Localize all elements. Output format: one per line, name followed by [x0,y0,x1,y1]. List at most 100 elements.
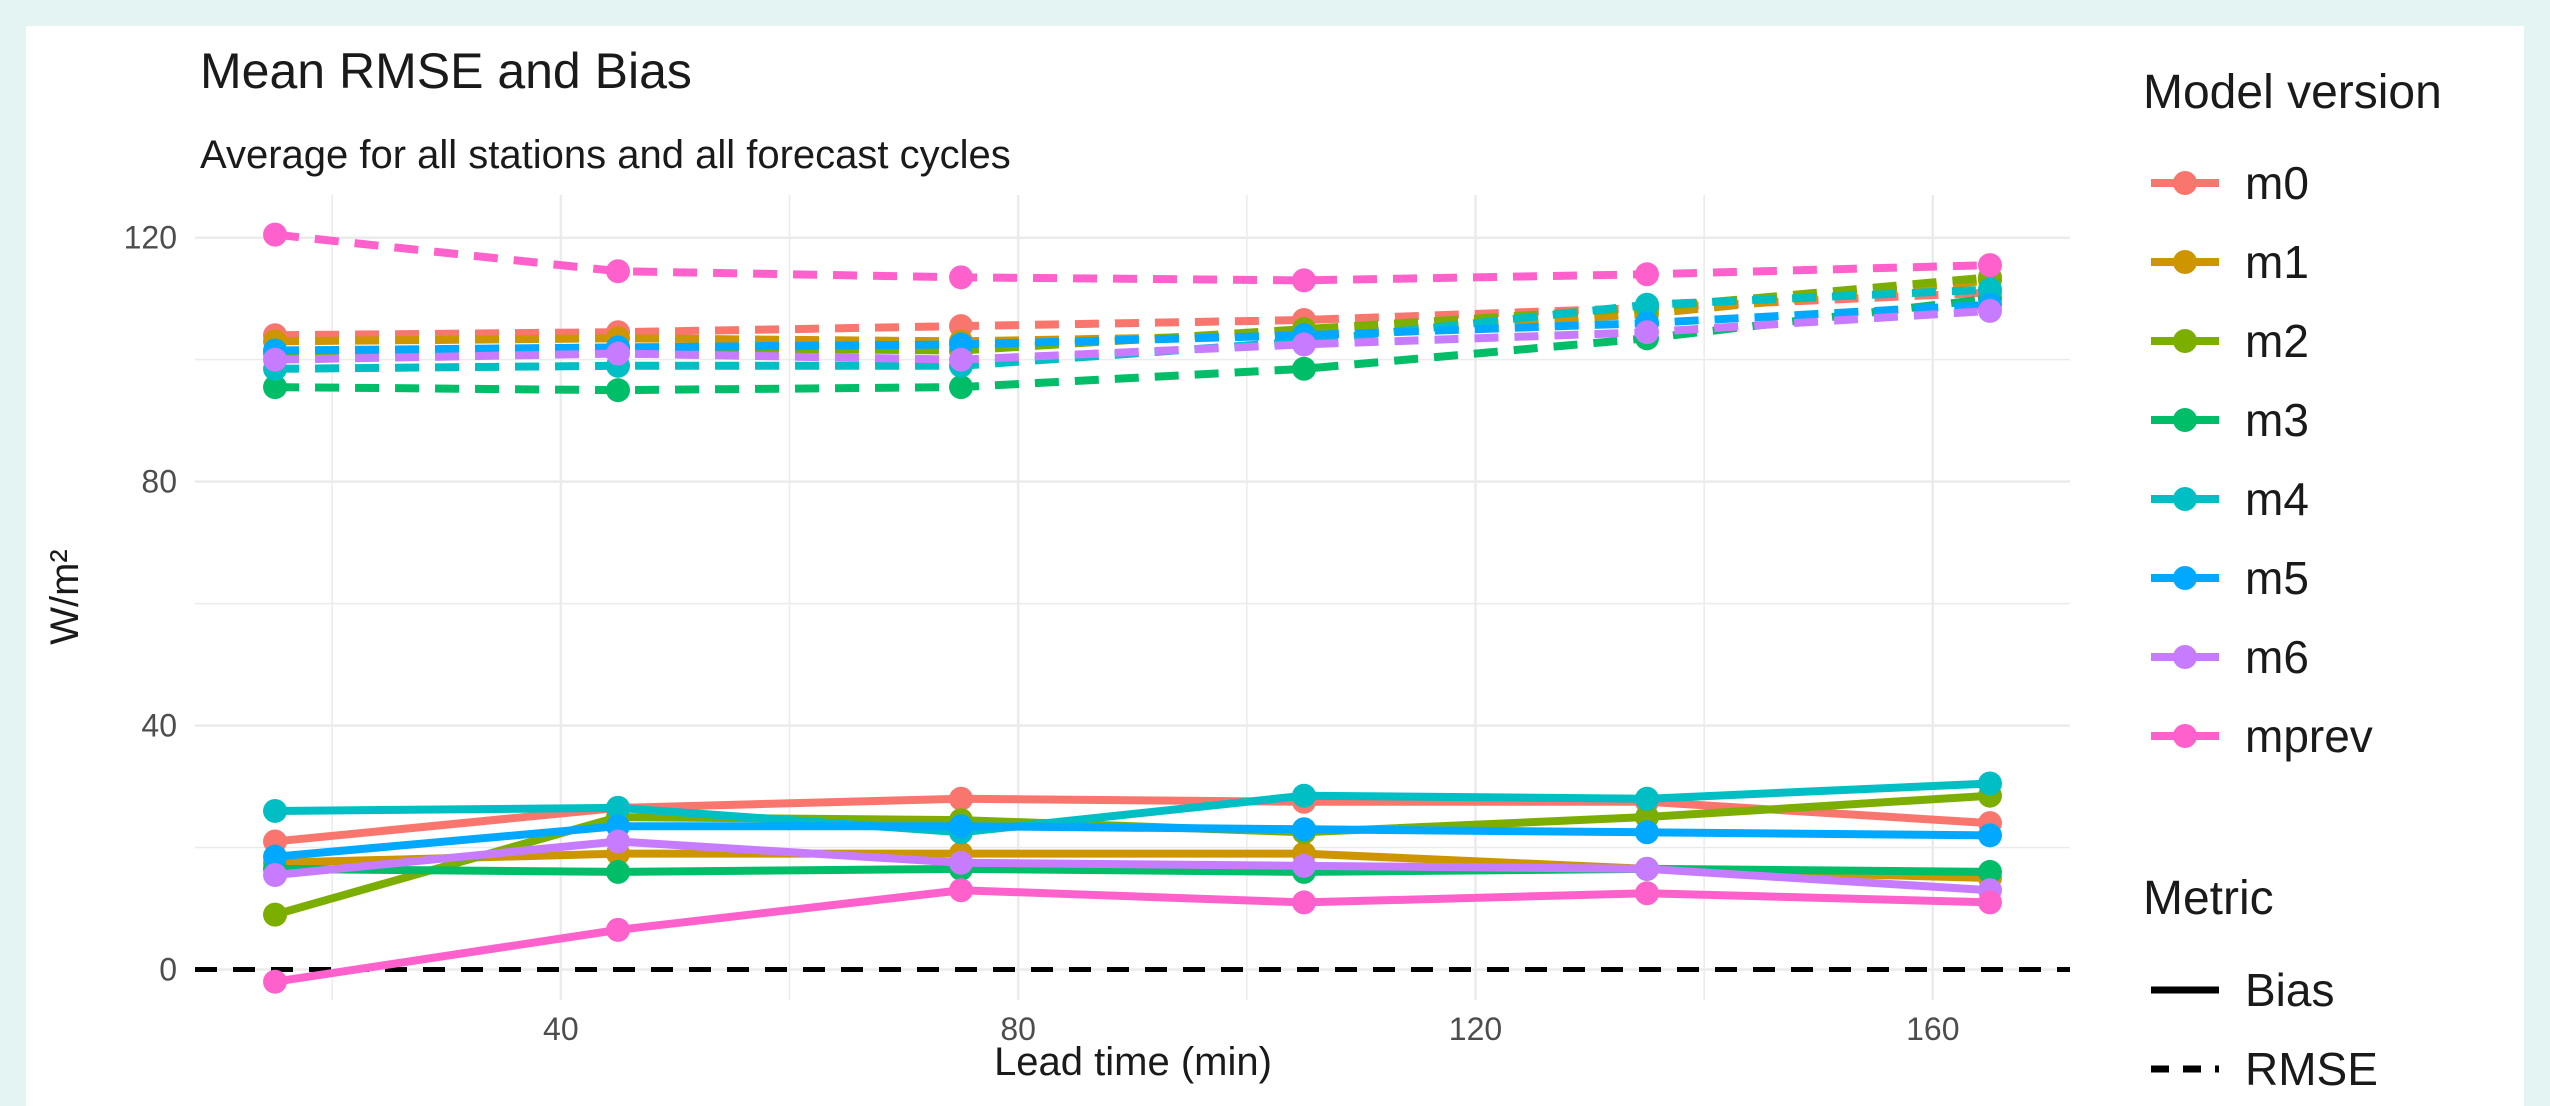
series-line-m3-rmse [274,294,1991,395]
data-point-m3-rmse [949,375,974,400]
data-point-mprev-bias [949,878,974,903]
data-point-m4-bias [1977,771,2002,796]
legend-item-m3: m3 [2151,394,2309,446]
legend-swatch-point [2173,171,2197,195]
y-axis-title: W/m² [43,549,87,645]
chart-subtitle: Average for all stations and all forecas… [200,133,1011,177]
legend-label: m2 [2245,315,2309,367]
data-point-m4-bias [1634,786,1659,811]
legend-swatch-point [2173,408,2197,432]
legend-swatch-point [2173,724,2197,748]
data-point-m4-bias [1291,783,1316,808]
data-point-mprev-rmse [1291,268,1316,293]
data-point-m6-bias [263,862,288,887]
data-point-m4-bias [263,798,288,823]
legend-swatch-point [2173,645,2197,669]
legend-metric-bias: Bias [2151,964,2334,1016]
x-tick-label: 40 [543,1011,579,1047]
data-point-mprev-rmse [1634,262,1659,287]
data-point-m6-rmse [606,341,631,366]
legend-label: m1 [2245,236,2309,288]
data-point-mprev-bias [1291,890,1316,915]
series-line-m4-bias [274,779,1991,837]
legend-label: m3 [2245,394,2309,446]
legend-item-m6: m6 [2151,631,2309,683]
series-layer [263,222,2002,994]
data-point-m6-bias [606,829,631,854]
y-axis-ticks: 0 40 80 120 [124,220,177,988]
series-line-m0-rmse [274,288,1991,340]
series-line-m6-bias [274,837,1991,895]
series-m6-bias [263,829,2002,903]
legend-swatch-point [2173,250,2197,274]
legend-item-m5: m5 [2151,552,2309,604]
data-point-m5-bias [263,844,288,869]
legend-metric-rmse: RMSE [2151,1043,2378,1095]
data-point-m3-bias [1977,859,2002,884]
legend-label: m5 [2245,552,2309,604]
legend-item-m0: m0 [2151,157,2309,209]
data-point-mprev-rmse [1977,253,2002,278]
x-tick-label: 160 [1906,1011,1959,1047]
data-point-mprev-bias [263,969,288,994]
legend-label: m0 [2245,157,2309,209]
series-m6-rmse [263,298,2002,372]
x-axis-title: Lead time (min) [994,1040,1272,1084]
data-point-m6-rmse [1977,298,2002,323]
legend-swatch-point [2173,329,2197,353]
data-point-m6-bias [1291,853,1316,878]
series-m5-bias [263,814,2002,869]
legend-item-m2: m2 [2151,315,2309,367]
y-tick-label: 120 [124,220,177,256]
legend-item-mprev: mprev [2151,710,2373,762]
series-line-m5-rmse [274,300,1991,355]
data-point-mprev-rmse [949,265,974,290]
series-line-m5-bias [274,822,1991,861]
series-line-mprev-bias [274,886,1991,986]
series-mprev-rmse [263,222,2002,293]
chart-title: Mean RMSE and Bias [200,43,692,99]
data-point-m4-rmse [1634,292,1659,317]
data-point-m3-rmse [263,375,288,400]
legend-item-m1: m1 [2151,236,2309,288]
x-tick-label: 120 [1449,1011,1502,1047]
legend-model-items: m0 m1 m2 m3 m4 m5 m6 mprev [2151,157,2373,762]
data-point-m6-rmse [1291,332,1316,357]
data-point-m4-bias [606,795,631,820]
legend-label: m6 [2245,631,2309,683]
data-point-mprev-bias [1977,890,2002,915]
data-point-mprev-rmse [263,222,288,247]
series-line-mprev-rmse [274,230,1991,285]
legend-label: m4 [2245,473,2309,525]
legend-metric-items: Bias RMSE [2151,964,2378,1095]
data-point-m2-bias [263,902,288,927]
series-mprev-bias [263,878,2002,994]
data-point-m3-rmse [606,378,631,403]
data-point-m6-bias [1634,856,1659,881]
data-point-mprev-bias [606,917,631,942]
legend-swatch-point [2173,566,2197,590]
data-point-mprev-bias [1634,881,1659,906]
data-point-m6-rmse [949,347,974,372]
data-point-m6-rmse [1634,320,1659,345]
data-point-m3-bias [606,859,631,884]
data-point-m6-bias [949,850,974,875]
y-tick-label: 80 [141,464,177,500]
data-point-mprev-rmse [606,259,631,284]
y-tick-label: 0 [159,952,177,988]
legend-swatch-point [2173,487,2197,511]
legend-model-title: Model version [2143,66,2442,119]
legend-metric-title: Metric [2143,872,2274,925]
data-point-m5-bias [949,814,974,839]
legend-label: mprev [2245,710,2373,762]
series-line-m6-rmse [274,306,1991,364]
data-point-m5-bias [1634,820,1659,845]
legend-item-m4: m4 [2151,473,2309,525]
legend: Model version m0 m1 m2 m3 m4 m5 m6 mprev Metric… [2143,66,2442,1095]
y-tick-label: 40 [141,708,177,744]
x-axis-ticks: 40 80 120 160 [543,1011,1959,1047]
series-line-m0-bias [274,794,1991,846]
data-point-m0-bias [949,786,974,811]
